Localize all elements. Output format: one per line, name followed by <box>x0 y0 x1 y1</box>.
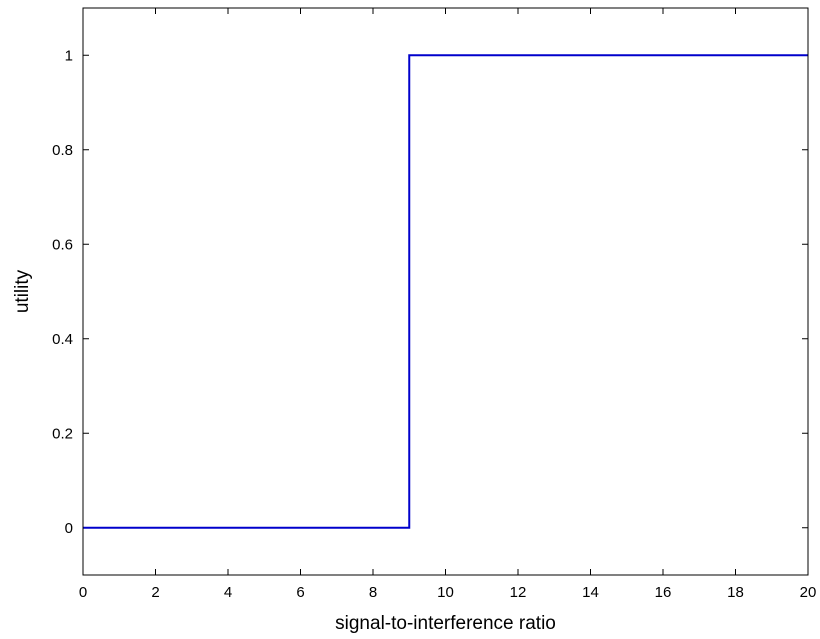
y-tick-label: 0.2 <box>52 425 73 442</box>
series-line <box>83 54 808 529</box>
y-axis-title: utility <box>12 269 33 313</box>
y-tick-label: 0 <box>65 520 73 537</box>
x-tick-label: 10 <box>437 584 454 601</box>
x-tick-label: 8 <box>369 584 377 601</box>
x-tick-label: 4 <box>224 584 232 601</box>
x-tick-label: 12 <box>510 584 527 601</box>
plot-frame <box>82 7 809 576</box>
x-tick-label: 2 <box>151 584 159 601</box>
y-axis-ticks: 0 0.2 0.4 0.6 0.8 1 <box>52 47 808 537</box>
x-tick-label: 16 <box>655 584 672 601</box>
y-tick-label: 0.6 <box>52 236 73 253</box>
x-tick-label: 6 <box>296 584 304 601</box>
x-tick-label: 18 <box>727 584 744 601</box>
y-tick-label: 1 <box>65 47 73 64</box>
x-tick-label: 0 <box>79 584 87 601</box>
x-axis-title: signal-to-interference ratio <box>335 613 556 634</box>
x-tick-label: 20 <box>800 584 817 601</box>
series-layer <box>83 54 808 529</box>
y-tick-label: 0.4 <box>52 331 73 348</box>
x-axis-ticks: 0 2 4 6 8 10 12 14 16 18 20 <box>79 8 817 601</box>
x-tick-label: 14 <box>582 584 599 601</box>
y-tick-label: 0.8 <box>52 142 73 159</box>
